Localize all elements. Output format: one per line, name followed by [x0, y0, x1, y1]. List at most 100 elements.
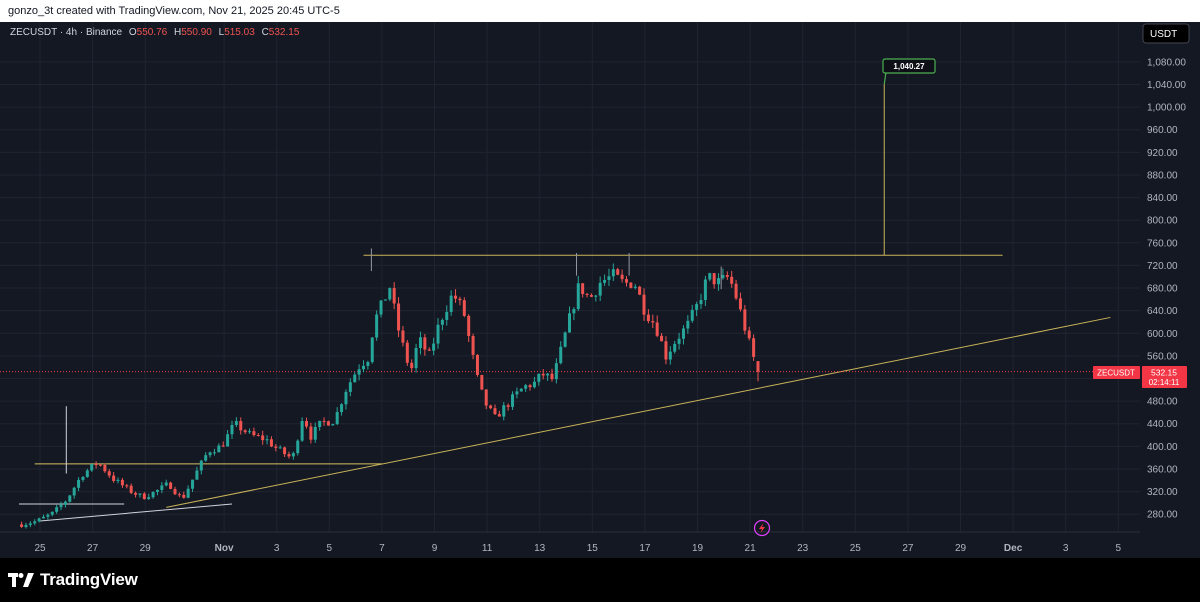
legend-c-label: C — [262, 27, 269, 38]
candle-down — [134, 492, 138, 495]
candle-down — [305, 421, 309, 427]
candle-down — [730, 276, 734, 284]
candle-down — [651, 321, 655, 323]
candle-down — [734, 283, 738, 299]
candle-up — [313, 427, 317, 440]
candle-up — [563, 332, 567, 347]
candle-down — [712, 273, 716, 285]
candle-down — [182, 494, 186, 498]
price-tick-label: 880.00 — [1147, 170, 1178, 181]
candle-up — [265, 439, 269, 441]
target-label[interactable]: 1,040.27 — [882, 58, 936, 74]
legend: ZECUSDT · 4h · Binance O550.76 H550.90 L… — [10, 27, 300, 38]
chart-panel[interactable]: 280.00320.00360.00400.00440.00480.00520.… — [0, 22, 1200, 558]
tradingview-logo[interactable]: TradingView — [8, 570, 138, 590]
price-tick-label: 600.00 — [1147, 329, 1178, 340]
candle-down — [20, 524, 24, 527]
lower-trendline — [39, 503, 233, 522]
last-price-tag: ZECUSDT 532.15 02:14:11 — [1093, 366, 1187, 388]
price-tick-label: 440.00 — [1147, 419, 1178, 430]
candle-up — [331, 424, 335, 426]
candle-up — [519, 388, 523, 392]
candle-up — [677, 338, 681, 344]
candle-down — [528, 385, 532, 388]
price-tick-label: 480.00 — [1147, 397, 1178, 408]
candle-down — [274, 446, 278, 448]
price-tick-label: 800.00 — [1147, 216, 1178, 227]
legend-h-value: 550.90 — [181, 27, 212, 38]
candle-up — [208, 452, 212, 456]
candle-up — [353, 374, 357, 383]
candle-down — [243, 430, 247, 433]
time-tick-label: 7 — [379, 543, 385, 554]
candle-down — [112, 475, 116, 481]
candle-up — [603, 279, 607, 283]
candle-up — [37, 518, 41, 522]
candle-up — [85, 470, 89, 477]
candle-up — [72, 487, 76, 496]
candle-down — [256, 435, 260, 437]
candle-down — [581, 283, 585, 294]
candle-down — [585, 293, 589, 296]
candle-down — [756, 361, 760, 372]
candle-down — [283, 447, 287, 455]
price-tick-label: 1,080.00 — [1147, 57, 1186, 68]
candle-up — [432, 343, 436, 351]
time-tick-label: 19 — [692, 543, 704, 554]
legend-o-value: 550.76 — [137, 27, 168, 38]
last-price-symbol: ZECUSDT — [1097, 369, 1135, 378]
footer: TradingView — [0, 558, 1200, 602]
candle-down — [738, 298, 742, 310]
candle-up — [686, 320, 690, 329]
tradingview-logo-icon — [8, 573, 34, 587]
time-tick-label: 3 — [274, 543, 280, 554]
candle-up — [436, 324, 440, 344]
candle-up — [524, 385, 528, 389]
candle-down — [638, 286, 642, 295]
lightning-icon[interactable] — [753, 519, 771, 537]
time-tick-label: 25 — [850, 543, 862, 554]
candle-down — [589, 295, 593, 297]
candle-down — [664, 341, 668, 360]
chart-svg[interactable]: 280.00320.00360.00400.00440.00480.00520.… — [0, 22, 1200, 558]
candle-down — [107, 471, 111, 476]
brand-name: TradingView — [40, 570, 138, 589]
currency-button[interactable]: USDT — [1142, 23, 1190, 44]
candle-up — [568, 313, 572, 333]
candle-up — [212, 452, 216, 454]
candle-up — [226, 434, 230, 447]
candle-up — [607, 276, 611, 280]
candle-down — [725, 275, 729, 277]
candle-down — [326, 421, 330, 426]
candle-down — [125, 485, 129, 487]
candle-down — [489, 405, 493, 409]
time-tick-label: 13 — [534, 543, 546, 554]
price-axis[interactable]: 280.00320.00360.00400.00440.00480.00520.… — [1140, 22, 1200, 558]
time-tick-label: 23 — [797, 543, 809, 554]
time-tick-label: 27 — [87, 543, 99, 554]
candle-down — [103, 464, 107, 472]
price-tick-label: 760.00 — [1147, 238, 1178, 249]
candle-up — [116, 479, 120, 481]
time-tick-label: 25 — [34, 543, 46, 554]
candle-down — [471, 335, 475, 355]
price-tick-label: 960.00 — [1147, 125, 1178, 136]
candle-up — [440, 319, 444, 325]
candle-down — [458, 298, 462, 301]
candle-up — [81, 476, 85, 480]
candle-down — [129, 485, 133, 493]
candle-up — [699, 300, 703, 305]
candle-down — [747, 330, 751, 339]
candle-up — [515, 391, 519, 395]
candle-up — [598, 282, 602, 296]
time-axis[interactable]: 25 27 29 Nov 3 5 7 9 11 13 15 17 19 21 23 25 27 29 Dec 3 5 — [0, 531, 1140, 554]
legend-l-value: 515.03 — [224, 27, 255, 38]
candle-up — [690, 309, 694, 321]
price-tick-label: 320.00 — [1147, 487, 1178, 498]
candle-up — [296, 440, 300, 454]
price-tick-label: 560.00 — [1147, 351, 1178, 362]
candle-up — [611, 269, 615, 277]
candle-down — [322, 420, 326, 422]
candle-up — [164, 482, 168, 486]
candle-down — [169, 482, 173, 489]
